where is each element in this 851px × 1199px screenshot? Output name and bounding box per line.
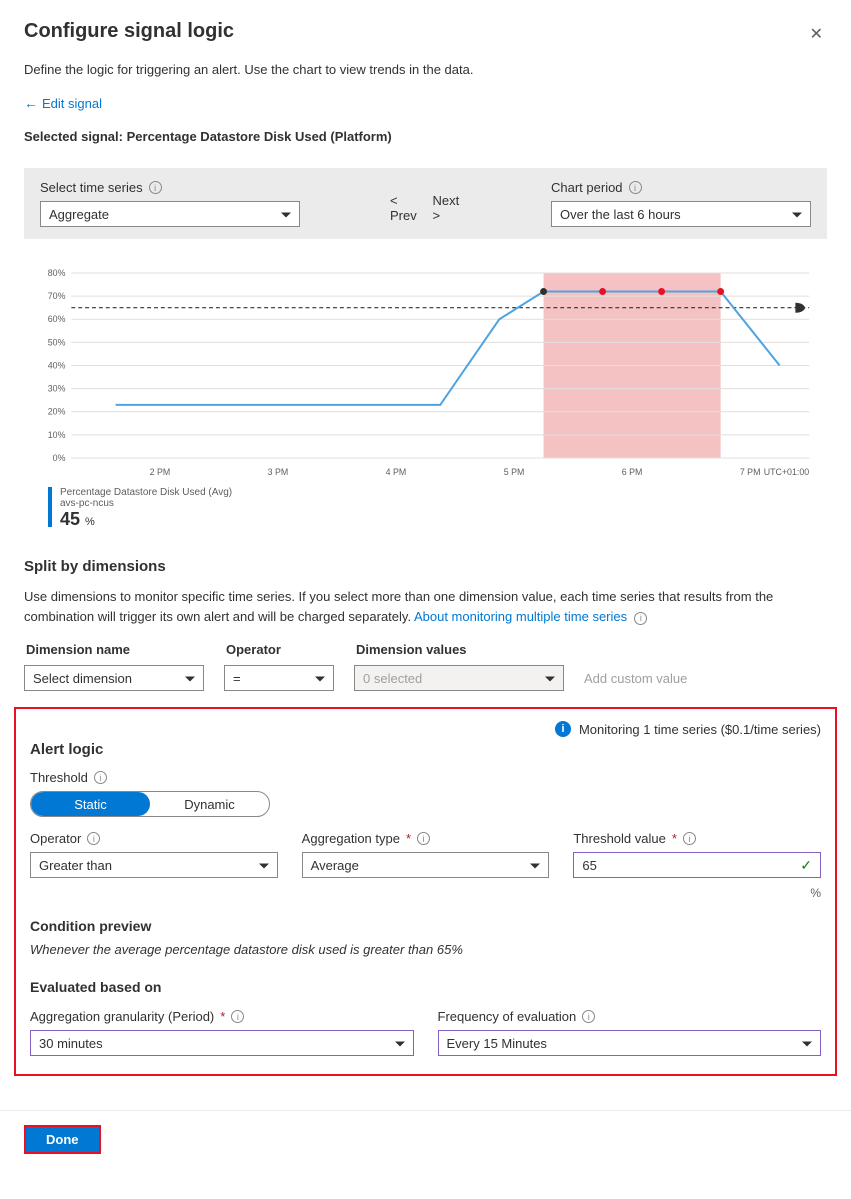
chart-period-select[interactable]: Over the last 6 hours: [551, 201, 811, 227]
info-icon[interactable]: i: [629, 181, 642, 194]
aggregation-granularity-select[interactable]: 30 minutes: [30, 1030, 414, 1056]
page-subtitle: Define the logic for triggering an alert…: [24, 62, 827, 77]
check-icon: ✓: [800, 857, 812, 874]
condition-preview-text: Whenever the average percentage datastor…: [30, 942, 821, 957]
info-icon[interactable]: i: [634, 612, 647, 625]
operator-select[interactable]: Greater than: [30, 852, 278, 878]
edit-signal-label: Edit signal: [42, 96, 102, 111]
info-icon: i: [555, 721, 571, 737]
svg-text:0%: 0%: [53, 453, 66, 463]
svg-text:5 PM: 5 PM: [504, 467, 525, 477]
monitoring-notice: i Monitoring 1 time series ($0.1/time se…: [30, 721, 821, 737]
threshold-value-label: Threshold value * i: [573, 831, 821, 846]
chart-area: 0% 10% 20% 30% 40% 50% 60% 70% 80% 2 PM 3 PM 4 PM 5 …: [32, 263, 819, 530]
dimensions-heading: Split by dimensions: [24, 558, 827, 575]
svg-text:10%: 10%: [48, 430, 66, 440]
time-series-label: Select time series i: [40, 180, 300, 195]
info-icon[interactable]: i: [94, 771, 107, 784]
threshold-label: Threshold i: [30, 770, 821, 785]
threshold-static[interactable]: Static: [31, 792, 150, 816]
dimension-name-select[interactable]: Select dimension: [24, 665, 204, 691]
condition-preview-heading: Condition preview: [30, 918, 821, 934]
arrow-left-icon: ←: [24, 95, 38, 111]
about-multiple-series-link[interactable]: About monitoring multiple time series: [414, 609, 627, 624]
info-icon[interactable]: i: [683, 832, 696, 845]
svg-text:30%: 30%: [48, 384, 66, 394]
selected-signal: Selected signal: Percentage Datastore Di…: [24, 129, 827, 144]
operator-label: Operator i: [30, 831, 278, 846]
close-icon[interactable]: ✕: [806, 20, 827, 48]
aggregation-granularity-label: Aggregation granularity (Period) * i: [30, 1009, 414, 1024]
frequency-label: Frequency of evaluation i: [438, 1009, 822, 1024]
threshold-toggle[interactable]: Static Dynamic: [30, 791, 270, 817]
svg-text:2 PM: 2 PM: [150, 467, 171, 477]
svg-text:80%: 80%: [48, 268, 66, 278]
threshold-dynamic[interactable]: Dynamic: [150, 792, 269, 816]
dimension-operator-select[interactable]: =: [224, 665, 334, 691]
svg-text:60%: 60%: [48, 314, 66, 324]
svg-text:7 PM: 7 PM: [740, 467, 761, 477]
alert-logic-heading: Alert logic: [30, 741, 821, 758]
info-icon[interactable]: i: [231, 1010, 244, 1023]
svg-text:3 PM: 3 PM: [268, 467, 289, 477]
operator-header: Operator: [224, 642, 334, 657]
aggregation-type-label: Aggregation type * i: [302, 831, 550, 846]
add-custom-value[interactable]: Add custom value: [584, 671, 687, 691]
info-icon[interactable]: i: [417, 832, 430, 845]
svg-text:UTC+01:00: UTC+01:00: [764, 467, 809, 477]
prev-link[interactable]: < Prev: [390, 193, 419, 223]
edit-signal-link[interactable]: ← Edit signal: [24, 95, 102, 111]
dimension-name-header: Dimension name: [24, 642, 204, 657]
time-series-select[interactable]: Aggregate: [40, 201, 300, 227]
chart-legend: Percentage Datastore Disk Used (Avg) avs…: [48, 487, 819, 530]
info-icon[interactable]: i: [87, 832, 100, 845]
svg-text:40%: 40%: [48, 360, 66, 370]
svg-text:20%: 20%: [48, 407, 66, 417]
svg-text:70%: 70%: [48, 291, 66, 301]
svg-text:50%: 50%: [48, 337, 66, 347]
done-button[interactable]: Done: [24, 1125, 101, 1154]
dimension-values-select[interactable]: 0 selected: [354, 665, 564, 691]
threshold-unit: %: [573, 886, 821, 900]
next-link[interactable]: Next >: [433, 193, 462, 223]
chart-controls-bar: Select time series i Aggregate < Prev Ne…: [24, 168, 827, 239]
chart-period-label: Chart period i: [551, 180, 811, 195]
svg-text:6 PM: 6 PM: [622, 467, 643, 477]
alert-logic-section: i Monitoring 1 time series ($0.1/time se…: [14, 707, 837, 1076]
evaluated-based-on-heading: Evaluated based on: [30, 979, 821, 995]
threshold-value-input[interactable]: 65 ✓: [573, 852, 821, 878]
aggregation-type-select[interactable]: Average: [302, 852, 550, 878]
frequency-select[interactable]: Every 15 Minutes: [438, 1030, 822, 1056]
dimensions-description: Use dimensions to monitor specific time …: [24, 587, 827, 626]
svg-text:4 PM: 4 PM: [386, 467, 407, 477]
dimension-values-header: Dimension values: [354, 642, 564, 657]
info-icon[interactable]: i: [149, 181, 162, 194]
page-title: Configure signal logic: [24, 20, 234, 43]
info-icon[interactable]: i: [582, 1010, 595, 1023]
